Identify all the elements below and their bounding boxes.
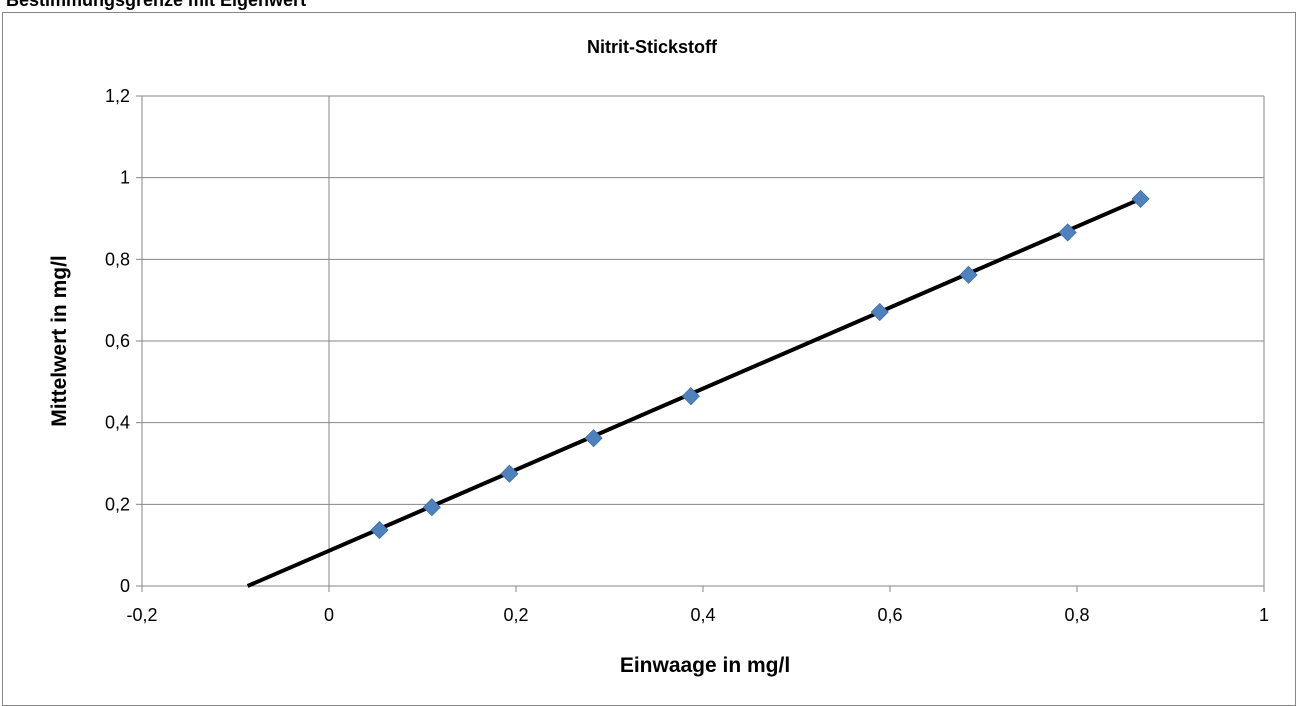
- y-tick-label: 0,8: [105, 249, 130, 269]
- x-tick-label: -0,2: [126, 605, 157, 625]
- y-tick-labels: 0 0,2 0,4 0,6 0,8 1 1,2: [105, 86, 130, 596]
- x-tick-label: 0,4: [690, 605, 715, 625]
- data-point: [500, 464, 519, 483]
- x-axis-title: Einwaage in mg/l: [620, 654, 790, 677]
- data-point: [1131, 189, 1150, 208]
- page-heading: Bestimmungsgrenze mit Eigenwert: [6, 0, 306, 10]
- data-point: [959, 265, 978, 284]
- y-tick-label: 1: [120, 168, 130, 188]
- x-tick-label: 0,6: [877, 605, 902, 625]
- data-point: [584, 429, 603, 448]
- axes: [136, 95, 1265, 592]
- data-points: [370, 189, 1150, 540]
- data-point: [681, 387, 700, 406]
- x-tick-label: 1: [1259, 605, 1269, 625]
- chart-title: Nitrit-Stickstoff: [587, 37, 718, 57]
- data-point: [370, 520, 389, 540]
- y-tick-label: 0: [120, 576, 130, 596]
- y-tick-label: 0,4: [105, 413, 130, 433]
- y-axis-title: Mittelwert in mg/l: [48, 255, 71, 427]
- x-tick-labels: -0,2 0 0,2 0,4 0,6 0,8 1: [126, 605, 1269, 625]
- y-tick-label: 0,6: [105, 331, 130, 351]
- data-point: [1058, 223, 1077, 242]
- y-tick-label: 1,2: [105, 86, 130, 106]
- y-tick-label: 0,2: [105, 494, 130, 514]
- x-tick-label: 0,2: [503, 605, 528, 625]
- data-point: [870, 302, 889, 322]
- chart-area: [2, 12, 1296, 706]
- x-tick-label: 0: [324, 605, 334, 625]
- data-point: [422, 498, 441, 517]
- x-tick-label: 0,8: [1064, 605, 1089, 625]
